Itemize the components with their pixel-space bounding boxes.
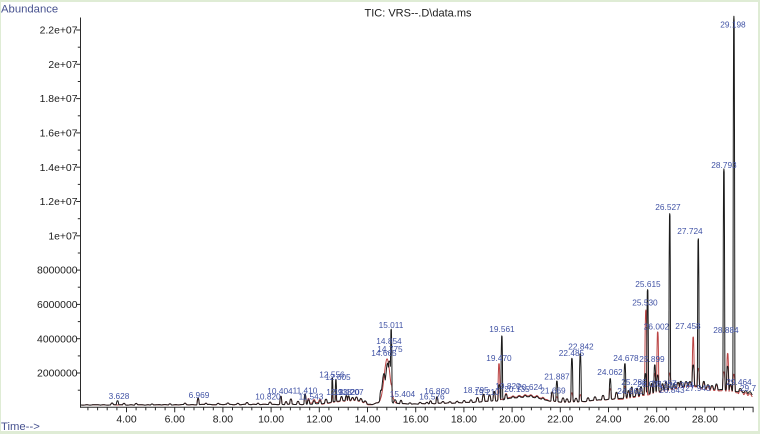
svg-text:15.404: 15.404: [390, 389, 416, 399]
svg-text:14.854: 14.854: [376, 336, 402, 346]
svg-text:TIC: VRS--.D\data.ms: TIC: VRS--.D\data.ms: [365, 8, 472, 20]
svg-text:1.2e+07: 1.2e+07: [40, 197, 78, 208]
svg-text:22.00: 22.00: [547, 415, 573, 426]
svg-text:16.860: 16.860: [424, 386, 450, 396]
svg-text:22.485: 22.485: [559, 348, 585, 358]
svg-text:4000000: 4000000: [37, 334, 78, 345]
svg-text:20.624: 20.624: [517, 382, 543, 392]
svg-text:13.207: 13.207: [338, 387, 364, 397]
svg-text:13.120: 13.120: [334, 387, 360, 397]
svg-text:25.899: 25.899: [639, 354, 665, 364]
svg-text:2.2e+07: 2.2e+07: [40, 26, 78, 37]
svg-text:8.00: 8.00: [213, 415, 233, 426]
svg-text:18.795: 18.795: [463, 385, 489, 395]
svg-text:22.842: 22.842: [568, 342, 594, 352]
svg-text:10.820: 10.820: [255, 392, 281, 402]
svg-text:24.962: 24.962: [617, 386, 643, 396]
svg-text:Time-->: Time-->: [1, 421, 40, 433]
svg-text:14.665: 14.665: [371, 348, 397, 358]
svg-text:25.286: 25.286: [621, 377, 647, 387]
svg-text:6.00: 6.00: [165, 415, 185, 426]
svg-text:2000000: 2000000: [37, 369, 78, 380]
svg-text:16.576: 16.576: [419, 392, 445, 402]
svg-text:26.00: 26.00: [644, 415, 670, 426]
svg-text:29.464: 29.464: [726, 377, 752, 387]
svg-text:29.198: 29.198: [720, 20, 746, 30]
svg-text:19.470: 19.470: [486, 353, 512, 363]
svg-text:11.543: 11.543: [299, 392, 324, 402]
svg-text:19.561: 19.561: [489, 324, 515, 334]
svg-text:12.918: 12.918: [326, 387, 352, 397]
svg-text:14.775: 14.775: [377, 344, 403, 354]
svg-text:14.00: 14.00: [354, 415, 380, 426]
svg-text:8000000: 8000000: [37, 266, 78, 277]
svg-text:1.4e+07: 1.4e+07: [40, 163, 78, 174]
svg-text:16.00: 16.00: [403, 415, 429, 426]
svg-text:28.884: 28.884: [713, 325, 739, 335]
svg-text:18.00: 18.00: [451, 415, 477, 426]
svg-text:26.974: 26.974: [668, 380, 694, 390]
svg-text:10.00: 10.00: [258, 415, 284, 426]
svg-text:28.00: 28.00: [692, 415, 718, 426]
svg-text:20.135: 20.135: [504, 384, 530, 394]
svg-text:12.556: 12.556: [319, 370, 345, 380]
svg-text:24.678: 24.678: [613, 353, 639, 363]
svg-text:19.210: 19.210: [474, 387, 500, 397]
svg-text:27.458: 27.458: [675, 321, 701, 331]
svg-text:19.820: 19.820: [495, 381, 521, 391]
svg-text:6000000: 6000000: [37, 300, 78, 311]
svg-text:1e+07: 1e+07: [48, 231, 77, 242]
svg-text:10.404: 10.404: [267, 386, 293, 396]
svg-text:29.7: 29.7: [740, 383, 757, 393]
svg-text:26.002: 26.002: [644, 322, 670, 332]
svg-text:1.6e+07: 1.6e+07: [40, 129, 78, 140]
svg-text:Abundance: Abundance: [1, 4, 58, 16]
svg-text:4.00: 4.00: [116, 415, 136, 426]
svg-text:20.00: 20.00: [499, 415, 525, 426]
svg-text:26.843: 26.843: [659, 385, 685, 395]
svg-text:26.527: 26.527: [655, 202, 681, 212]
svg-text:26.071: 26.071: [637, 379, 663, 389]
svg-text:26.357: 26.357: [651, 379, 677, 389]
svg-text:27.724: 27.724: [677, 226, 703, 236]
svg-text:6.969: 6.969: [189, 390, 210, 400]
svg-text:21.887: 21.887: [544, 372, 570, 382]
svg-text:2e+07: 2e+07: [48, 60, 77, 71]
svg-text:25.615: 25.615: [635, 279, 661, 289]
svg-text:12.00: 12.00: [306, 415, 332, 426]
svg-text:25.530: 25.530: [632, 298, 658, 308]
svg-text:11.410: 11.410: [293, 386, 318, 396]
svg-text:21.669: 21.669: [540, 386, 566, 396]
svg-text:28.793: 28.793: [711, 160, 737, 170]
svg-text:24.00: 24.00: [595, 415, 621, 426]
svg-text:27.943: 27.943: [685, 383, 711, 393]
svg-text:24.062: 24.062: [597, 367, 623, 377]
svg-text:1.8e+07: 1.8e+07: [40, 94, 78, 105]
svg-text:3.628: 3.628: [109, 391, 130, 401]
svg-text:15.011: 15.011: [379, 320, 404, 330]
svg-text:12.605: 12.605: [325, 372, 351, 382]
